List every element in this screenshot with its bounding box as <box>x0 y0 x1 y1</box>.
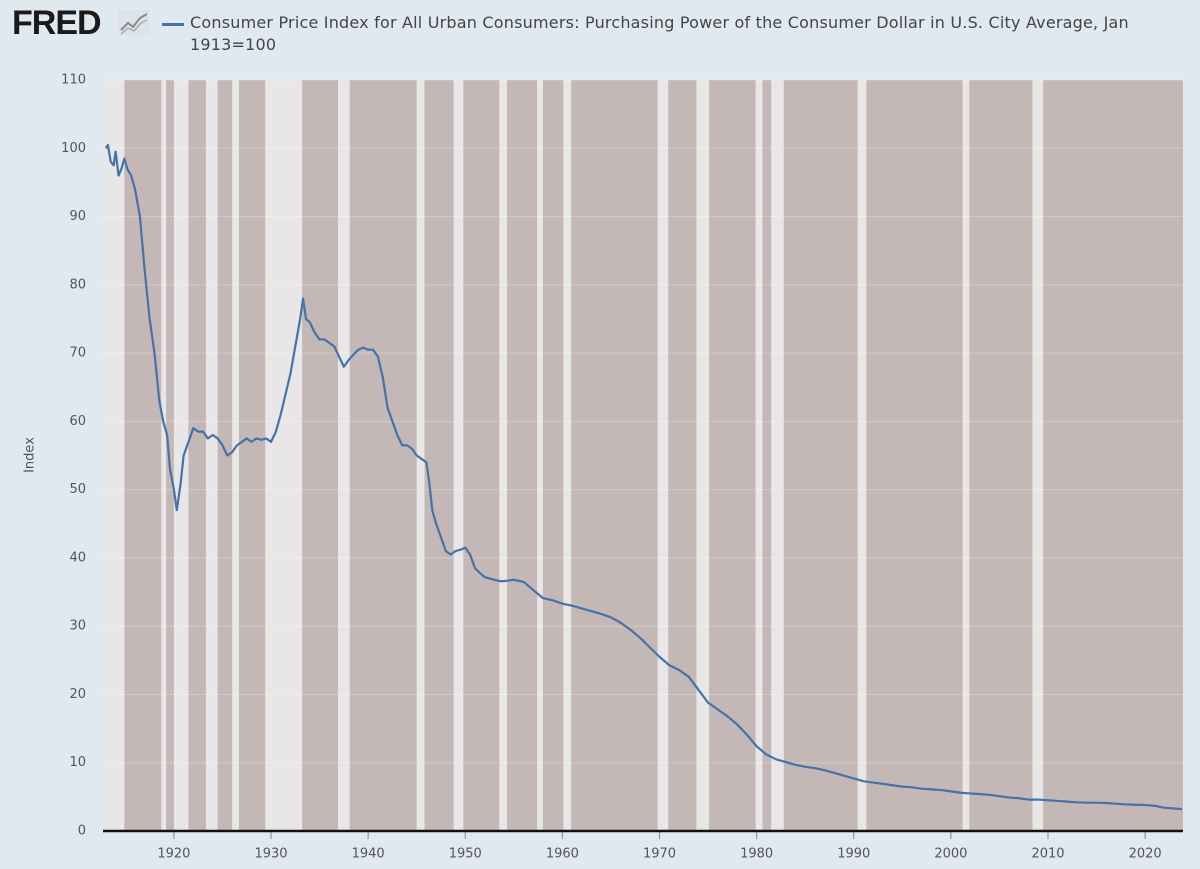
y-tick-label: 30 <box>69 619 86 634</box>
y-tick-label: 20 <box>69 687 86 702</box>
shaded-period <box>217 80 233 831</box>
y-tick-label: 50 <box>69 482 86 497</box>
shaded-period <box>762 80 772 831</box>
shaded-period <box>166 80 174 831</box>
shaded-period <box>302 80 339 831</box>
x-tick-label: 1920 <box>157 847 190 862</box>
x-tick-label: 1980 <box>740 847 773 862</box>
series-line <box>104 143 1183 811</box>
x-tick-label: 2000 <box>934 847 967 862</box>
shaded-period <box>571 80 658 831</box>
y-tick-label: 110 <box>61 73 86 88</box>
y-tick-label: 40 <box>69 550 86 565</box>
shaded-period <box>188 80 206 831</box>
x-tick-label: 1960 <box>546 847 579 862</box>
shaded-period <box>866 80 963 831</box>
x-tick-label: 1950 <box>449 847 482 862</box>
y-tick-label: 10 <box>69 755 86 770</box>
legend-swatch <box>162 23 184 26</box>
x-tick-label: 2020 <box>1129 847 1162 862</box>
shaded-period <box>349 80 417 831</box>
y-tick-label: 80 <box>69 277 86 292</box>
logo[interactable]: FRED <box>12 4 102 42</box>
shaded-period <box>542 80 564 831</box>
y-tick-label: 60 <box>69 414 86 429</box>
x-tick-label: 1990 <box>837 847 870 862</box>
legend-title: Consumer Price Index for All Urban Consu… <box>190 13 1129 54</box>
shaded-period <box>124 80 162 831</box>
y-tick-label: 90 <box>69 209 86 224</box>
plot-background <box>103 80 1183 831</box>
shaded-period <box>424 80 454 831</box>
x-tick-label: 1970 <box>643 847 676 862</box>
shaded-period <box>783 80 858 831</box>
x-tick-label: 2010 <box>1031 847 1064 862</box>
x-tick-label: 1930 <box>254 847 287 862</box>
shaded-period <box>969 80 1033 831</box>
shaded-period <box>1043 80 1183 831</box>
shaded-period <box>238 80 266 831</box>
logo-icon <box>118 10 150 36</box>
y-tick-label: 0 <box>78 824 86 839</box>
shaded-period <box>507 80 538 831</box>
y-tick-label: 100 <box>61 141 86 156</box>
shaded-period <box>668 80 697 831</box>
x-tick-label: 1940 <box>352 847 385 862</box>
y-tick-label: 70 <box>69 346 86 361</box>
y-axis-label: Index <box>23 437 38 473</box>
shaded-period <box>709 80 756 831</box>
shaded-period <box>463 80 500 831</box>
